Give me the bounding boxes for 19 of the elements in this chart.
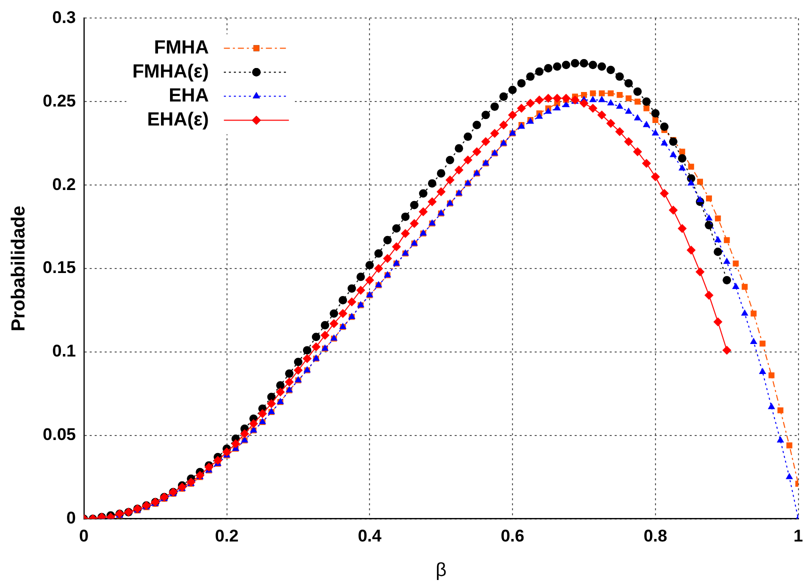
x-tick-label: 0.6 [500,526,524,546]
legend-label: EHA [168,85,210,106]
y-axis-title: Probabilidade [8,206,30,332]
legend-label: FMHA(ε) [132,61,209,82]
y-tick-label: 0.2 [52,174,76,194]
y-tick-label: 0.1 [52,342,76,361]
x-axis-title: β [436,560,447,581]
y-tick-label: 0 [66,508,76,528]
x-tick-label: 0.4 [358,526,382,546]
y-tick-label: 0.05 [42,425,76,444]
legend-label: FMHA [154,37,210,58]
x-tick-label: 0 [79,526,89,546]
legend-label: EHA(ε) [147,109,209,130]
y-tick-label: 0.15 [42,258,76,278]
y-tick-label: 0.3 [52,8,76,27]
x-tick-label: 1 [794,526,804,546]
x-tick-label: 0.2 [214,526,239,546]
y-tick-label: 0.25 [42,91,76,110]
x-tick-label: 0.8 [644,526,668,546]
